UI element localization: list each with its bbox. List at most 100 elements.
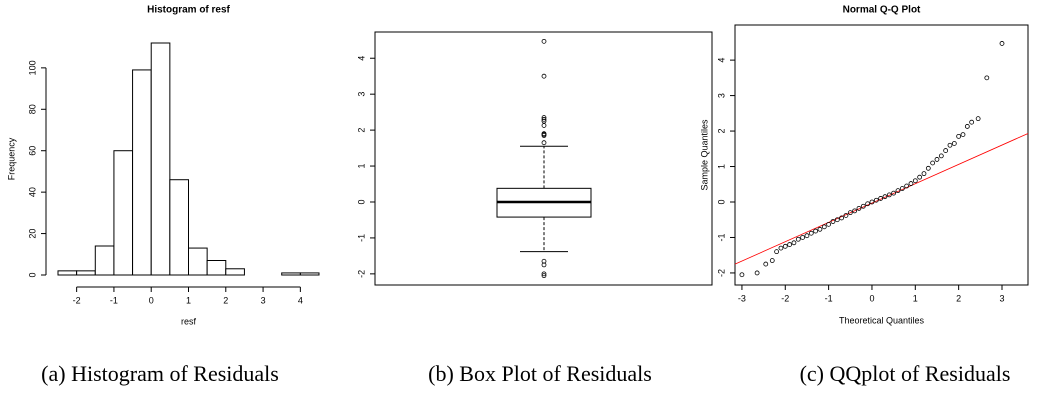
y-axis-label: Sample Quantiles <box>699 119 709 191</box>
x-tick-label: -2 <box>73 295 81 305</box>
bar <box>76 270 96 276</box>
bar <box>188 247 208 276</box>
point <box>960 132 966 138</box>
point <box>843 213 849 218</box>
plot-frame <box>374 31 713 286</box>
y-tick-label: 3 <box>356 92 366 97</box>
point <box>754 270 760 276</box>
outlier <box>541 123 547 128</box>
point <box>930 160 936 166</box>
outlier <box>541 116 547 122</box>
bar <box>113 150 134 276</box>
bar <box>299 272 320 276</box>
bar <box>150 42 171 276</box>
point <box>921 171 927 177</box>
x-tick-label: 4 <box>298 295 303 305</box>
y-tick-label: 0 <box>27 272 37 277</box>
point <box>925 165 931 171</box>
y-tick-label: 0 <box>356 199 366 204</box>
point <box>813 228 819 234</box>
point <box>999 41 1005 46</box>
point <box>739 272 745 278</box>
y-tick-label: 4 <box>356 56 366 61</box>
x-tick-label: 0 <box>149 295 154 305</box>
x-tick-label: 0 <box>869 293 874 303</box>
y-axis-label: Frequency <box>6 137 16 180</box>
outlier <box>541 73 547 79</box>
point <box>821 224 827 230</box>
point <box>847 210 853 216</box>
y-tick-label: 3 <box>716 93 726 98</box>
point <box>856 205 862 211</box>
point <box>904 183 910 189</box>
point <box>774 249 780 255</box>
point <box>951 141 957 146</box>
point <box>778 245 784 251</box>
x-tick-label: -1 <box>110 295 118 305</box>
point <box>917 174 923 180</box>
x-tick-label: 1 <box>913 293 918 303</box>
x-tick-label: 2 <box>223 295 228 305</box>
bar <box>94 245 115 276</box>
point <box>865 201 871 207</box>
point <box>800 235 806 240</box>
point <box>782 243 788 249</box>
x-tick-label: -3 <box>738 293 746 303</box>
x-axis-label: resf <box>181 316 197 326</box>
outlier <box>541 133 547 138</box>
plot-frame <box>734 24 1029 286</box>
point <box>956 133 962 139</box>
caption: (b) Box Plot of Residuals <box>428 361 652 386</box>
point <box>908 181 914 186</box>
bar <box>281 272 301 276</box>
point <box>878 196 884 201</box>
point <box>804 233 810 239</box>
y-tick-label: 40 <box>27 187 37 197</box>
point <box>882 194 888 200</box>
point <box>787 242 793 247</box>
y-tick-label: -2 <box>356 270 366 278</box>
y-tick-label: -2 <box>716 269 726 277</box>
y-tick-label: 2 <box>356 128 366 133</box>
point <box>975 116 981 122</box>
caption: (a) Histogram of Residuals <box>41 361 279 386</box>
point <box>943 148 949 153</box>
point <box>795 236 801 242</box>
chart-title: Histogram of resf <box>147 5 230 16</box>
x-tick-label: -1 <box>825 293 833 303</box>
point <box>912 178 918 184</box>
point <box>839 215 845 221</box>
y-tick-label: 2 <box>716 129 726 134</box>
point <box>895 188 901 194</box>
x-tick-label: 2 <box>956 293 961 303</box>
y-tick-label: 20 <box>27 229 37 239</box>
y-tick-label: -1 <box>716 233 726 241</box>
point <box>817 226 823 232</box>
bar <box>169 179 190 276</box>
point <box>873 197 879 203</box>
bar <box>132 69 152 276</box>
y-tick-label: 1 <box>716 164 726 169</box>
outlier <box>541 140 547 146</box>
bar <box>206 260 227 276</box>
y-tick-label: 1 <box>356 164 366 169</box>
y-tick-label: 80 <box>27 104 37 114</box>
outlier <box>541 262 547 268</box>
point <box>860 203 866 209</box>
x-tick-label: 3 <box>261 295 266 305</box>
y-tick-label: 100 <box>27 60 37 75</box>
point <box>969 119 975 125</box>
outlier <box>541 258 547 264</box>
outlier <box>541 273 547 279</box>
point <box>984 75 990 81</box>
point <box>826 221 832 227</box>
outlier <box>541 271 547 277</box>
point <box>891 190 897 196</box>
x-axis-label: Theoretical Quantiles <box>839 315 925 325</box>
point <box>830 219 836 224</box>
chart-title: Normal Q-Q Plot <box>843 5 921 16</box>
point <box>769 258 775 263</box>
outlier <box>541 115 547 120</box>
point <box>852 208 858 214</box>
